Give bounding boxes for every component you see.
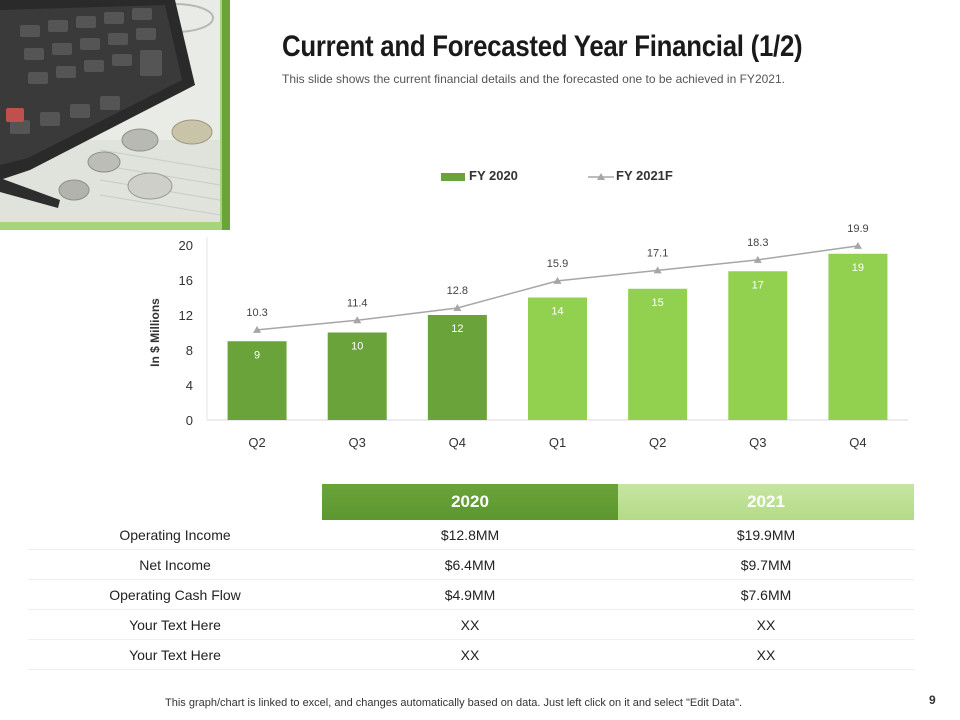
table-row: Operating Income $12.8MM $19.9MM bbox=[28, 520, 914, 550]
forecast-point bbox=[353, 316, 362, 324]
legend-label-fy2021f: FY 2021F bbox=[616, 168, 673, 183]
forecast-value-label: 15.9 bbox=[547, 258, 568, 270]
table-cell-2021: $9.7MM bbox=[618, 549, 914, 580]
forecast-point bbox=[253, 325, 262, 333]
legend-item-fy2020: FY 2020 bbox=[441, 168, 518, 183]
y-axis-label: In $ Millions bbox=[148, 298, 162, 367]
financial-chart: 0 4 8 12 16 20 In $ Millions 9 Q2 10 Q3 12 Q4 14 Q1 15 Q… bbox=[148, 223, 908, 450]
table-header-2020: 2020 bbox=[322, 484, 618, 520]
forecast-point bbox=[453, 304, 462, 311]
x-tick-label: Q2 bbox=[649, 435, 666, 450]
table-cell-2020: $6.4MM bbox=[322, 549, 618, 580]
footer-note: This graph/chart is linked to excel, and… bbox=[165, 697, 743, 709]
forecast-point bbox=[753, 255, 762, 263]
table-cell-2021: $19.9MM bbox=[618, 520, 914, 550]
table-row-label: Operating Income bbox=[28, 520, 323, 550]
y-tick-label: 0 bbox=[186, 413, 193, 428]
calculator-photo bbox=[0, 0, 228, 230]
forecast-point bbox=[853, 241, 862, 249]
page-number: 9 bbox=[929, 693, 936, 707]
forecast-value-label: 10.3 bbox=[246, 307, 267, 319]
table-row-label: Your Text Here bbox=[28, 639, 323, 670]
table-row: Your Text Here XX XX bbox=[28, 609, 914, 640]
forecast-value-label: 12.8 bbox=[447, 285, 468, 297]
forecast-value-label: 19.9 bbox=[847, 223, 868, 235]
y-tick-label: 20 bbox=[179, 238, 193, 253]
bar bbox=[828, 253, 888, 420]
table-row: Operating Cash Flow $4.9MM $7.6MM bbox=[28, 579, 914, 610]
table-header-blank bbox=[28, 484, 323, 520]
x-tick-label: Q4 bbox=[849, 435, 866, 450]
table-cell-2021: XX bbox=[618, 609, 914, 640]
bar bbox=[628, 288, 688, 420]
bar bbox=[327, 332, 387, 420]
legend-swatch-bar bbox=[441, 172, 465, 181]
table-cell-2020: $12.8MM bbox=[322, 520, 618, 550]
table-row-label: Operating Cash Flow bbox=[28, 579, 323, 610]
table-row: Net Income $6.4MM $9.7MM bbox=[28, 549, 914, 580]
x-tick-label: Q1 bbox=[549, 435, 566, 450]
table-cell-2020: XX bbox=[322, 639, 618, 670]
calculator-coins-image bbox=[0, 0, 228, 230]
forecast-value-label: 18.3 bbox=[747, 237, 768, 249]
table-header-row: 2020 2021 bbox=[28, 484, 914, 520]
table-cell-2020: XX bbox=[322, 609, 618, 640]
bar-value-label: 15 bbox=[652, 297, 664, 309]
financial-table: 2020 2021 Operating Income $12.8MM $19.9MM… bbox=[28, 484, 914, 670]
bar-value-label: 14 bbox=[551, 306, 563, 318]
x-tick-label: Q4 bbox=[449, 435, 466, 450]
bar bbox=[728, 271, 788, 420]
bar-value-label: 12 bbox=[451, 323, 463, 335]
bar bbox=[528, 297, 587, 420]
y-tick-label: 4 bbox=[186, 378, 193, 393]
slide-title: Current and Forecasted Year Financial (1… bbox=[282, 30, 803, 63]
legend-swatch-line bbox=[588, 172, 614, 180]
x-tick-label: Q3 bbox=[749, 435, 766, 450]
bar bbox=[227, 341, 287, 420]
bar bbox=[427, 315, 487, 420]
forecast-point bbox=[553, 276, 562, 284]
bar-value-label: 19 bbox=[852, 262, 864, 274]
y-tick-label: 12 bbox=[179, 308, 193, 323]
bar-value-label: 17 bbox=[752, 279, 764, 291]
legend-item-fy2021f: FY 2021F bbox=[588, 168, 673, 183]
table-header-2021: 2021 bbox=[618, 484, 914, 520]
table-row-label: Your Text Here bbox=[28, 609, 323, 640]
legend-label-fy2020: FY 2020 bbox=[469, 168, 518, 183]
forecast-value-label: 11.4 bbox=[347, 297, 368, 309]
bar-value-label: 9 bbox=[254, 349, 260, 361]
slide-subtitle: This slide shows the current financial d… bbox=[282, 72, 785, 86]
table-row: Your Text Here XX XX bbox=[28, 639, 914, 670]
y-tick-label: 8 bbox=[186, 343, 193, 358]
x-tick-label: Q3 bbox=[349, 435, 366, 450]
forecast-point bbox=[653, 266, 662, 274]
table-cell-2021: XX bbox=[618, 639, 914, 670]
bar-value-label: 10 bbox=[351, 341, 363, 353]
table-cell-2020: $4.9MM bbox=[322, 579, 618, 610]
y-tick-label: 16 bbox=[179, 273, 193, 288]
table-row-label: Net Income bbox=[28, 549, 323, 580]
forecast-value-label: 17.1 bbox=[647, 247, 668, 259]
table-cell-2021: $7.6MM bbox=[618, 579, 914, 610]
x-tick-label: Q2 bbox=[248, 435, 265, 450]
accent-bar bbox=[222, 0, 230, 230]
